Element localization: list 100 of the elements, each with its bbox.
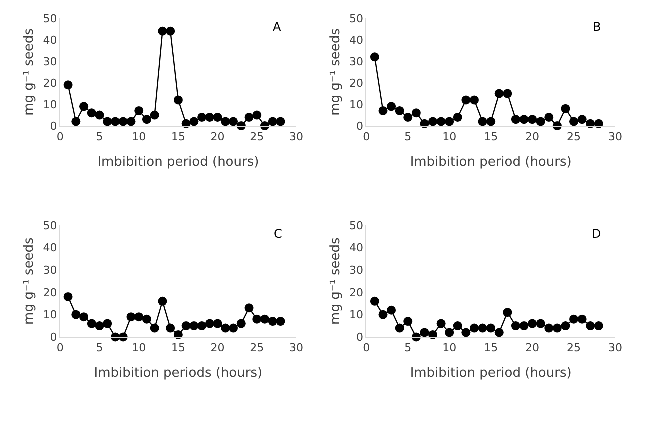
point (528, 115, 538, 124)
point (72, 310, 81, 320)
point (276, 117, 286, 126)
y-tick-label: 10 (43, 98, 58, 112)
point (221, 324, 230, 333)
point (511, 322, 520, 331)
point (80, 312, 89, 322)
x-tick-label: 20 (210, 341, 225, 354)
point (570, 314, 579, 324)
point (462, 328, 471, 338)
point (190, 117, 199, 126)
x-tick-label: 20 (210, 130, 225, 144)
point (87, 108, 96, 118)
point (150, 324, 160, 333)
y-tick-label: 50 (43, 12, 58, 26)
x-tick-label: 30 (608, 130, 622, 144)
y-tick-label: 40 (349, 34, 364, 47)
point (378, 106, 388, 116)
x-tick-label: 15 (171, 130, 186, 144)
point (578, 115, 587, 124)
x-tick-label: 25 (250, 130, 264, 144)
point (503, 308, 512, 318)
point (494, 89, 504, 98)
point (395, 106, 404, 116)
y-tick-label: 20 (349, 286, 364, 300)
point (387, 102, 396, 112)
y-tick-label: 20 (43, 286, 58, 300)
point (445, 328, 454, 338)
y-tick-label: 10 (349, 308, 364, 322)
point (205, 112, 214, 122)
x-tick-label: 10 (442, 341, 457, 354)
point (103, 319, 112, 328)
point (244, 112, 254, 122)
point (276, 317, 286, 326)
y-axis-title: mg g⁻¹ seeds (328, 237, 344, 325)
point (229, 324, 238, 333)
point (511, 115, 520, 124)
point (126, 117, 136, 126)
point (428, 117, 438, 126)
point (544, 324, 554, 333)
y-tick-label: 10 (349, 98, 364, 112)
point (174, 96, 183, 105)
x-tick-label: 30 (608, 341, 622, 354)
point (536, 117, 546, 126)
point (142, 314, 152, 324)
y-axis-title: mg g⁻¹ seeds (22, 237, 38, 325)
y-tick-label: 50 (43, 219, 58, 232)
point (64, 292, 73, 302)
point (182, 322, 191, 331)
y-tick-label: 30 (43, 264, 58, 277)
point (370, 296, 380, 306)
point (528, 319, 538, 328)
chart-title: C (274, 227, 282, 241)
point (64, 80, 73, 90)
point (470, 96, 479, 105)
y-tick-label: 0 (50, 331, 58, 344)
point (470, 324, 479, 333)
point (142, 115, 152, 124)
point (252, 110, 262, 120)
x-tick-label: 15 (484, 341, 498, 354)
point (420, 328, 430, 338)
point (244, 304, 254, 313)
point (570, 117, 579, 126)
y-tick-label: 30 (43, 55, 58, 68)
point (221, 117, 230, 126)
point (166, 324, 176, 333)
point (561, 322, 570, 331)
x-tick-label: 5 (96, 130, 104, 144)
y-tick-label: 40 (349, 242, 364, 255)
point (494, 328, 504, 338)
y-tick-label: 20 (43, 76, 58, 90)
y-axis-title: mg g⁻¹ seeds (22, 28, 38, 116)
y-tick-label: 0 (356, 331, 364, 344)
point (436, 319, 446, 328)
point (486, 324, 496, 333)
point (387, 306, 396, 315)
point (486, 117, 496, 126)
x-tick-label: 10 (132, 130, 146, 144)
x-tick-label: 5 (96, 341, 104, 354)
point (404, 112, 413, 122)
y-tick-label: 30 (349, 264, 364, 277)
point (395, 324, 404, 333)
point (586, 322, 596, 331)
point (503, 89, 512, 98)
x-tick-label: 5 (404, 130, 412, 144)
x-tick-label: 20 (526, 130, 540, 144)
point (166, 26, 176, 36)
point (544, 112, 554, 122)
x-tick-label: 10 (442, 130, 457, 144)
x-tick-label: 5 (404, 341, 412, 354)
x-axis-title: Imbibition period (hours) (410, 366, 572, 381)
y-tick-label: 40 (43, 34, 58, 47)
point (268, 117, 278, 126)
x-tick-label: 15 (171, 341, 186, 354)
y-tick-label: 0 (50, 120, 58, 133)
point (578, 314, 587, 324)
point (561, 104, 570, 114)
point (236, 319, 246, 328)
point (111, 117, 120, 126)
point (95, 322, 104, 331)
